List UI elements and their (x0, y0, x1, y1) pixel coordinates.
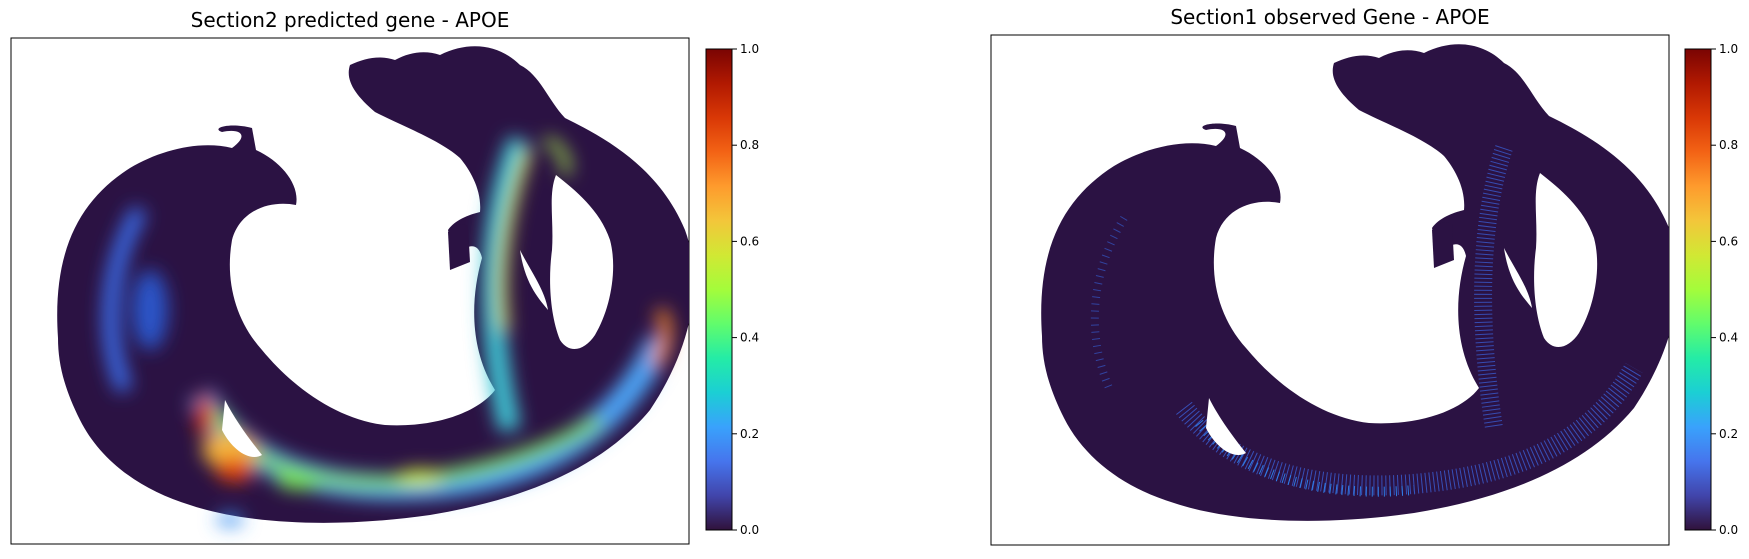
colorbar-tick-label: 1.0 (740, 42, 759, 56)
colorbar-tick-label: 1.0 (1719, 42, 1738, 56)
colorbar-tick-label: 0.8 (1719, 138, 1738, 152)
colorbar-tick-label: 0.6 (1719, 234, 1738, 248)
panel1-colorbar-gradient (705, 48, 733, 531)
colorbar-tick-label: 0.0 (740, 523, 759, 537)
colorbar-tick-label: 0.2 (740, 427, 759, 441)
panel1-title: Section2 predicted gene - APOE (191, 8, 510, 32)
panel2-colorbar-gradient (1684, 48, 1712, 531)
colorbar-tick-label: 0.4 (1719, 331, 1738, 345)
panel-observed: Section1 observed Gene - APOE 0 (990, 5, 1738, 546)
colorbar-tick-label: 0.6 (740, 234, 759, 248)
panel2-heatmap (1041, 44, 1669, 521)
panel-predicted: Section2 predicted gene - APOE (10, 8, 759, 545)
panel2-colorbar: 0.0 0.2 0.4 0.6 0.8 1.0 (1684, 42, 1738, 537)
colorbar-tick-label: 0.4 (740, 331, 759, 345)
panel2-expression-speckle (1090, 145, 1643, 497)
panel1-colorbar: 0.0 0.2 0.4 0.6 0.8 1.0 (705, 42, 759, 537)
colorbar-tick-label: 0.2 (1719, 427, 1738, 441)
panel2-title: Section1 observed Gene - APOE (1170, 5, 1489, 29)
colorbar-tick-label: 0.0 (1719, 523, 1738, 537)
panel1-heatmap (57, 46, 689, 526)
colorbar-tick-label: 0.8 (740, 138, 759, 152)
